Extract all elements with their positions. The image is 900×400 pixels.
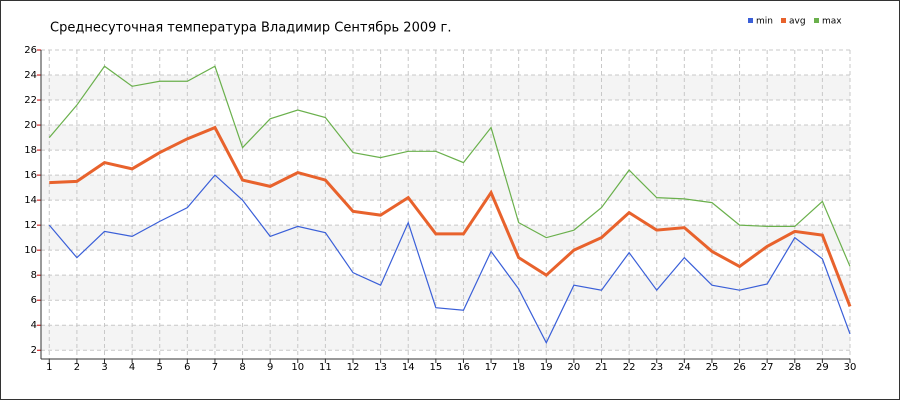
y-tick-label: 10: [24, 245, 37, 256]
x-tick-label: 27: [761, 362, 774, 373]
legend-label: min: [756, 17, 773, 27]
legend-swatch: [748, 18, 753, 23]
band: [41, 325, 850, 351]
x-tick-label: 11: [319, 362, 332, 373]
x-tick-label: 24: [678, 362, 691, 373]
band: [41, 75, 850, 101]
series-line: [48, 174, 851, 345]
x-tick-label: 5: [157, 362, 163, 373]
y-tick-label: 22: [24, 95, 37, 106]
y-tick-label: 12: [24, 220, 37, 231]
legend-label: max: [822, 17, 842, 27]
x-tick-label: 26: [733, 362, 746, 373]
y-tick-label: 26: [24, 45, 37, 56]
band: [41, 175, 850, 201]
x-tick-label: 30: [844, 362, 857, 373]
legend-label: avg: [789, 17, 806, 27]
series-line: [48, 65, 851, 267]
y-tick-label: 6: [31, 295, 37, 306]
band: [41, 275, 850, 301]
legend-swatch: [781, 18, 786, 23]
x-tick-label: 1: [46, 362, 52, 373]
y-tick-label: 4: [31, 320, 37, 331]
x-tick-label: 19: [540, 362, 553, 373]
x-tick-label: 8: [239, 362, 245, 373]
y-tick-label: 2: [31, 345, 37, 356]
x-tick-label: 4: [129, 362, 135, 373]
x-tick-label: 14: [402, 362, 415, 373]
x-tick-label: 18: [512, 362, 525, 373]
x-tick-label: 17: [485, 362, 498, 373]
y-tick-label: 14: [24, 195, 37, 206]
y-tick-label: 24: [24, 70, 37, 81]
series-line: [49, 125, 852, 307]
band: [41, 225, 850, 251]
x-tick-label: 3: [101, 362, 107, 373]
chart-title: Среднесуточная температура Владимир Сент…: [50, 21, 451, 36]
x-tick-label: 23: [650, 362, 663, 373]
x-tick-label: 22: [623, 362, 636, 373]
x-tick-label: 13: [374, 362, 387, 373]
x-tick-label: 29: [816, 362, 829, 373]
x-tick-label: 10: [291, 362, 304, 373]
y-tick-label: 16: [24, 170, 37, 181]
x-tick-label: 9: [267, 362, 273, 373]
x-tick-label: 15: [429, 362, 442, 373]
x-tick-label: 16: [457, 362, 470, 373]
x-tick-label: 6: [184, 362, 190, 373]
x-tick-label: 2: [74, 362, 80, 373]
y-tick-label: 18: [24, 145, 37, 156]
y-tick-label: 20: [24, 120, 37, 131]
band: [41, 125, 850, 151]
x-tick-label: 12: [347, 362, 360, 373]
x-tick-label: 21: [595, 362, 608, 373]
y-tick-label: 8: [31, 270, 37, 281]
legend-swatch: [814, 18, 819, 23]
x-tick-label: 7: [212, 362, 218, 373]
x-tick-label: 28: [788, 362, 801, 373]
x-tick-label: 25: [706, 362, 719, 373]
x-tick-label: 20: [568, 362, 581, 373]
